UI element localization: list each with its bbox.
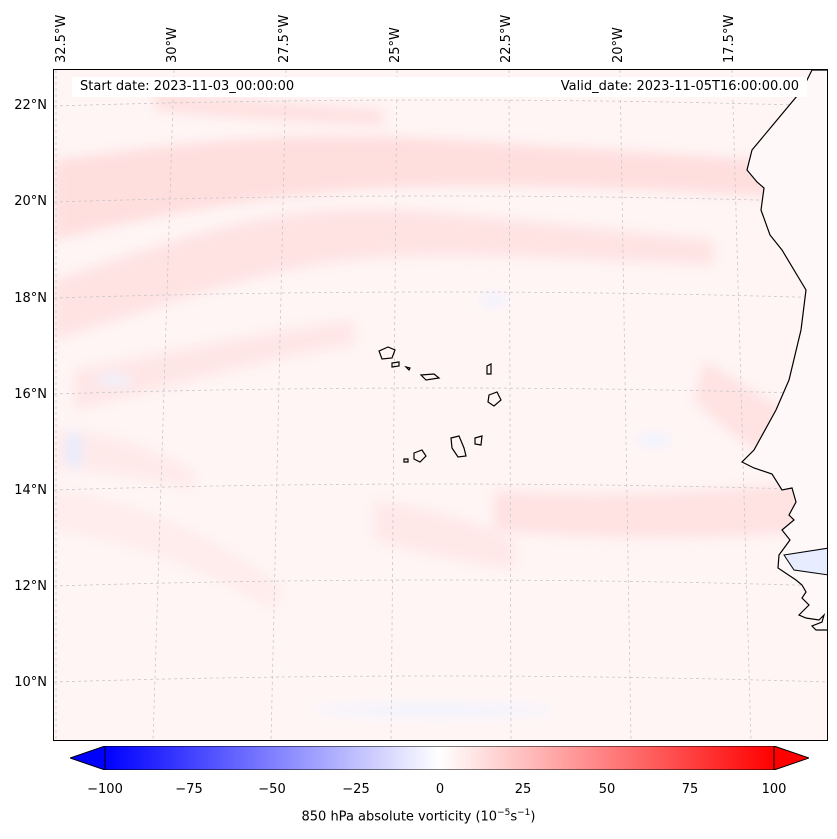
lon-label-32-5w: 32.5°W — [54, 14, 69, 63]
lat-label-20n: 20°N — [14, 194, 47, 209]
lat-label-22n: 22°N — [14, 98, 47, 113]
vorticity-map: Start date: 2023-11-03_00:00:00 Valid_da… — [53, 69, 828, 741]
lon-label-20w: 20°W — [611, 27, 626, 63]
cbar-tick-neg25: −25 — [342, 782, 370, 797]
graticule — [54, 70, 827, 740]
cbar-tick-neg50: −50 — [258, 782, 286, 797]
colorbar — [68, 745, 811, 771]
vorticity-field — [54, 90, 827, 716]
cbar-tick-25: 25 — [514, 782, 532, 797]
colorbar-extend-high — [773, 745, 811, 771]
cbar-tick-100: 100 — [761, 782, 787, 797]
lon-label-17-5w: 17.5°W — [722, 14, 737, 63]
lat-label-12n: 12°N — [14, 579, 47, 594]
senegambia-coast — [783, 547, 827, 576]
cbar-tick-neg75: −75 — [175, 782, 203, 797]
colorbar-svg — [68, 745, 811, 771]
lat-label-18n: 18°N — [14, 291, 47, 306]
colorbar-title: 850 hPa absolute vorticity (10−5s−1) — [301, 808, 536, 825]
cbar-tick-0: 0 — [435, 782, 445, 797]
map-canvas: Start date: 2023-11-03_00:00:00 Valid_da… — [54, 70, 827, 740]
lon-label-25w: 25°W — [388, 27, 403, 63]
africa-coastline — [740, 70, 827, 631]
lon-label-30w: 30°W — [165, 27, 180, 63]
lat-label-14n: 14°N — [14, 483, 47, 498]
cape-verde-islands — [378, 346, 502, 463]
lon-label-22-5w: 22.5°W — [499, 14, 514, 63]
start-date-label: Start date: 2023-11-03_00:00:00 — [80, 79, 295, 94]
lat-label-10n: 10°N — [14, 675, 47, 690]
valid-date-label: Valid_date: 2023-11-05T16:00:00.00 — [560, 79, 799, 94]
colorbar-gradient — [104, 745, 775, 771]
lon-label-27-5w: 27.5°W — [277, 14, 292, 63]
cbar-tick-75: 75 — [681, 782, 699, 797]
cbar-tick-neg100: −100 — [87, 782, 123, 797]
map-header: Start date: 2023-11-03_00:00:00 Valid_da… — [72, 77, 807, 97]
lat-label-16n: 16°N — [14, 387, 47, 402]
cbar-tick-50: 50 — [598, 782, 616, 797]
colorbar-extend-low — [68, 745, 106, 771]
